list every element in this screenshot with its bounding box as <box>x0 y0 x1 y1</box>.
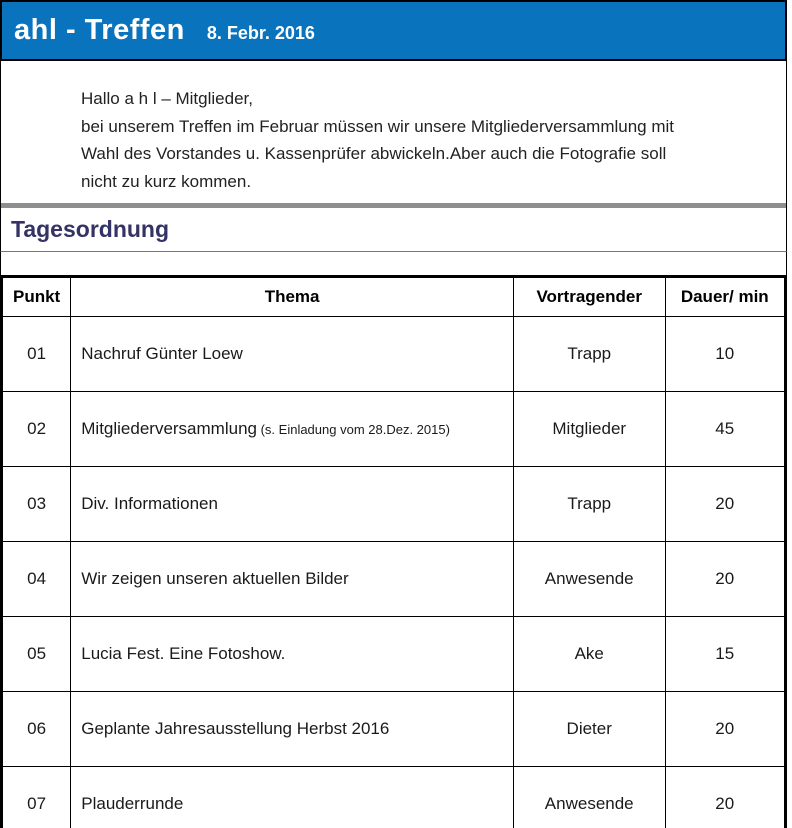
cell-vortragender: Anwesende <box>512 541 666 617</box>
table-row: 07 Plauderrunde Anwesende 20 <box>0 766 787 828</box>
cell-punkt: 01 <box>0 316 72 392</box>
cell-punkt: 06 <box>0 691 72 767</box>
thema-text: Mitgliederversammlung <box>81 419 257 438</box>
table-row: 04 Wir zeigen unseren aktuellen Bilder A… <box>0 541 787 617</box>
table-row: 03 Div. Informationen Trapp 20 <box>0 466 787 542</box>
cell-vortragender: Trapp <box>512 466 666 542</box>
cell-dauer: 45 <box>664 391 787 467</box>
cell-punkt: 05 <box>0 616 72 692</box>
cell-thema: Wir zeigen unseren aktuellen Bilder <box>70 541 514 617</box>
cell-vortragender: Trapp <box>512 316 666 392</box>
cell-thema: Geplante Jahresausstellung Herbst 2016 <box>70 691 514 767</box>
table-row: 02 Mitgliederversammlung (s. Einladung v… <box>0 391 787 467</box>
agenda-table: Punkt Thema Vortragender Dauer/ min 01 N… <box>0 275 787 828</box>
section-title-box: Tagesordnung <box>0 208 787 252</box>
cell-vortragender: Anwesende <box>512 766 666 828</box>
column-header-punkt: Punkt <box>0 276 72 317</box>
intro-line: Wahl des Vorstandes u. Kassenprüfer abwi… <box>81 144 667 163</box>
cell-dauer: 20 <box>664 691 787 767</box>
cell-dauer: 10 <box>664 316 787 392</box>
intro-line: bei unserem Treffen im Februar müssen wi… <box>81 116 675 136</box>
cell-punkt: 03 <box>0 466 72 542</box>
cell-thema: Lucia Fest. Eine Fotoshow. <box>70 616 514 692</box>
column-header-dauer: Dauer/ min <box>664 276 787 317</box>
cell-punkt: 07 <box>0 766 72 828</box>
spacer-row <box>0 252 787 275</box>
thema-text: Wir zeigen unseren aktuellen Bilder <box>81 569 349 588</box>
cell-dauer: 20 <box>664 466 787 542</box>
cell-dauer: 15 <box>664 616 787 692</box>
table-row: 06 Geplante Jahresausstellung Herbst 201… <box>0 691 787 767</box>
intro-line: nicht zu kurz kommen. <box>81 171 252 191</box>
column-header-vortragender: Vortragender <box>512 276 666 317</box>
document-date: 8. Febr. 2016 <box>206 23 315 43</box>
cell-punkt: 02 <box>0 391 72 467</box>
cell-thema: Plauderrunde <box>70 766 514 828</box>
cell-dauer: 20 <box>664 541 787 617</box>
document-title: ahl - Treffen <box>14 14 185 46</box>
section-divider <box>0 203 787 208</box>
document-header: ahl - Treffen 8. Febr. 2016 <box>0 0 787 61</box>
table-header-row: Punkt Thema Vortragender Dauer/ min <box>0 276 787 317</box>
cell-punkt: 04 <box>0 541 72 617</box>
thema-text: Geplante Jahresausstellung Herbst 2016 <box>81 719 390 738</box>
intro-paragraph: Hallo a h l – Mitglieder, bei unserem Tr… <box>0 61 787 203</box>
cell-dauer: 20 <box>664 766 787 828</box>
thema-note: (s. Einladung vom 28.Dez. 2015) <box>256 422 450 437</box>
cell-thema: Mitgliederversammlung (s. Einladung vom … <box>70 391 514 467</box>
table-row: 01 Nachruf Günter Loew Trapp 10 <box>0 316 787 392</box>
section-title: Tagesordnung <box>11 216 170 242</box>
column-header-thema: Thema <box>70 276 514 317</box>
cell-vortragender: Mitglieder <box>512 391 666 467</box>
cell-thema: Div. Informationen <box>70 466 514 542</box>
thema-text: Nachruf Günter Loew <box>81 344 243 363</box>
thema-text: Lucia Fest. Eine Fotoshow. <box>81 644 286 663</box>
cell-vortragender: Ake <box>512 616 666 692</box>
thema-text: Plauderrunde <box>81 794 184 813</box>
cell-vortragender: Dieter <box>512 691 666 767</box>
table-row: 05 Lucia Fest. Eine Fotoshow. Ake 15 <box>0 616 787 692</box>
cell-thema: Nachruf Günter Loew <box>70 316 514 392</box>
intro-line: Hallo a h l – Mitglieder, <box>81 89 253 108</box>
thema-text: Div. Informationen <box>81 494 218 513</box>
